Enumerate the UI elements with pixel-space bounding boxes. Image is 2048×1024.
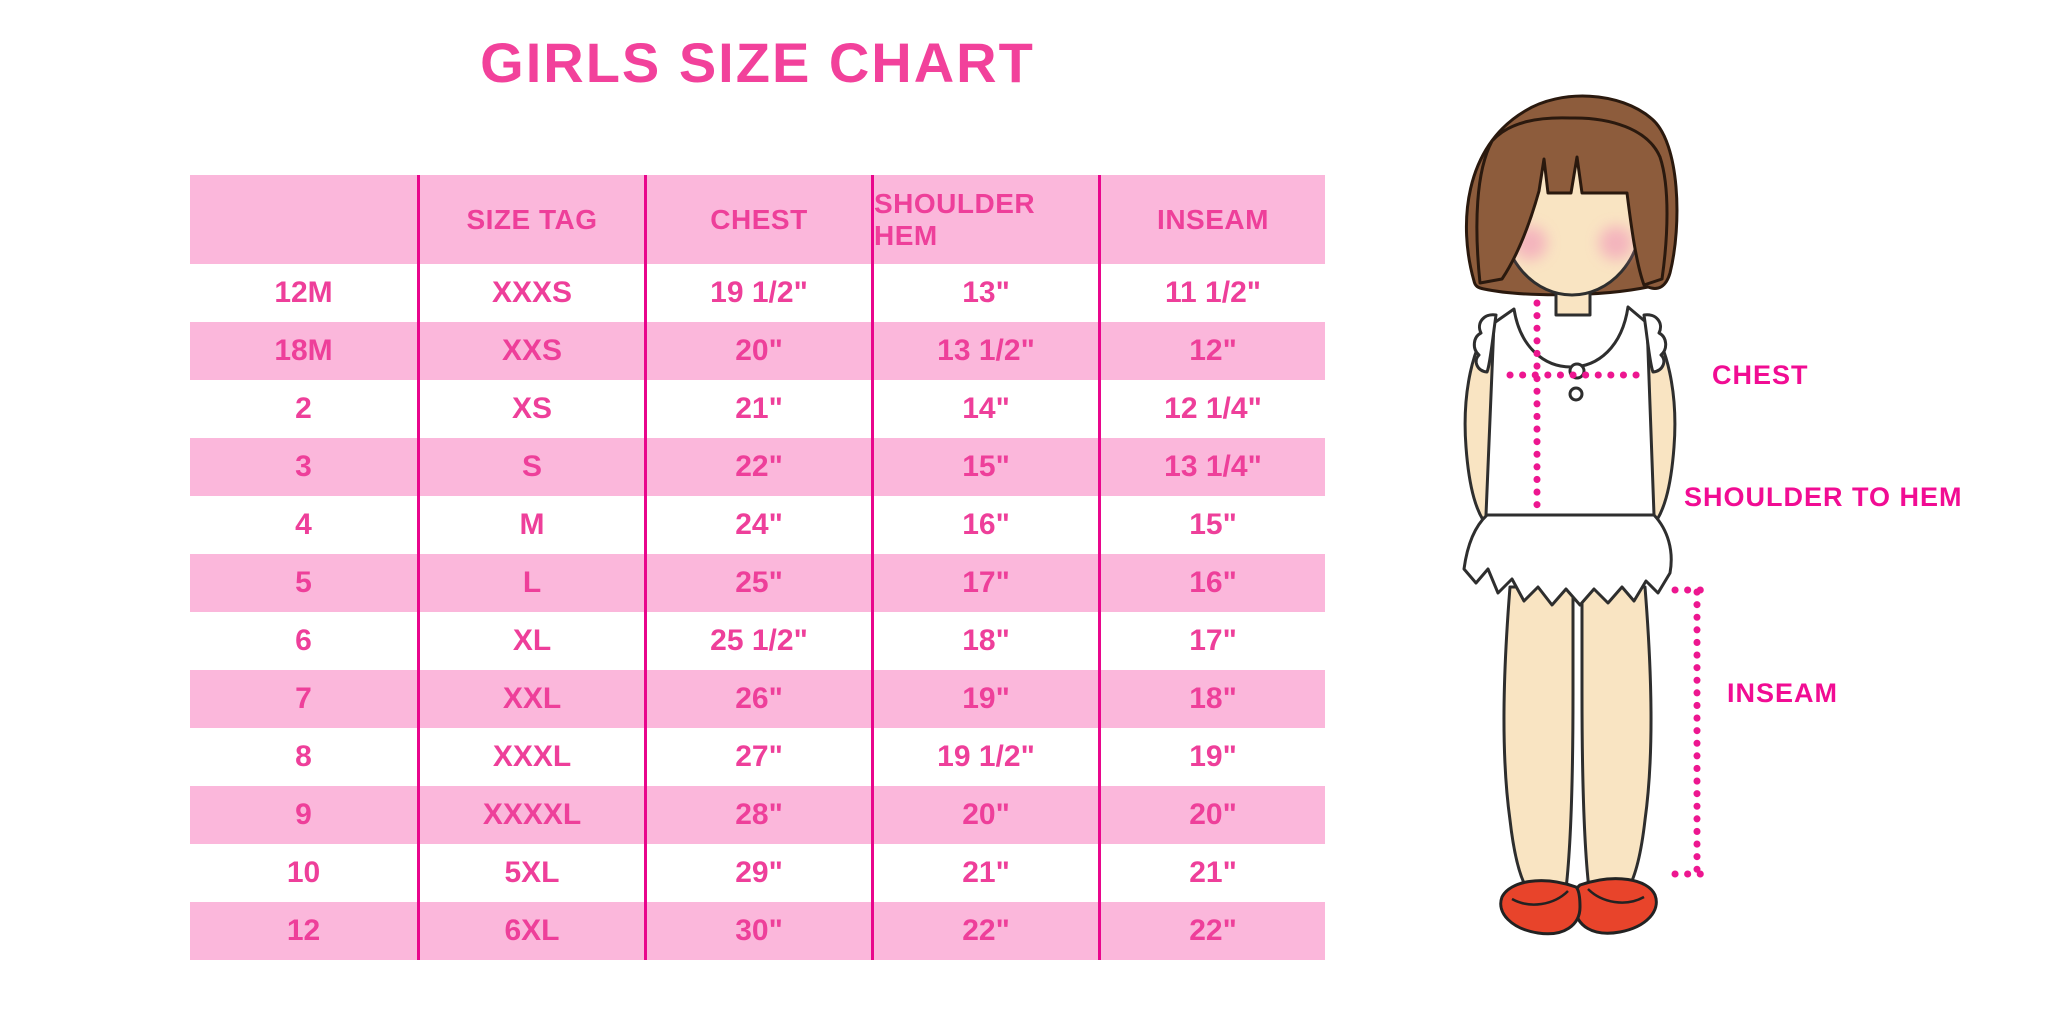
table-cell: 11 1/2" [1098, 264, 1325, 322]
table-cell: 6 [295, 624, 312, 657]
girl-top-button-2 [1568, 386, 1584, 402]
girl-right-leg [1580, 585, 1653, 891]
table-cell: 29" [644, 844, 871, 902]
table-cell: XS [417, 380, 644, 438]
table-row: 12M XXXS 19 1/2" 13" 11 1/2" [190, 264, 1325, 322]
table-cell: 16" [1098, 554, 1325, 612]
table-cell: XXXL [417, 728, 644, 786]
size-table: SIZE TAG CHEST SHOULDER HEM INSEAM 12M XX… [190, 175, 1325, 960]
table-cell: 19 1/2" [644, 264, 871, 322]
table-row: 4 M 24" 16" 15" [190, 496, 1325, 554]
table-cell: 7 [295, 682, 312, 715]
table-cell: 16" [871, 496, 1098, 554]
table-cell: XXXS [417, 264, 644, 322]
table-row: 18M XXS 20" 13 1/2" 12" [190, 322, 1325, 380]
table-row: 2 XS 21" 14" 12 1/4" [190, 380, 1325, 438]
table-cell: 10 [286, 856, 321, 889]
table-cell: 13 1/2" [871, 322, 1098, 380]
table-cell: 24" [644, 496, 871, 554]
table-row: 6 XL 25 1/2" 18" 17" [190, 612, 1325, 670]
table-cell: 13" [871, 264, 1098, 322]
girl-skirt [1462, 513, 1673, 607]
table-cell: XXS [417, 322, 644, 380]
table-cell: 13 1/4" [1098, 438, 1325, 496]
table-cell: 22" [1098, 902, 1325, 960]
table-cell: 5 [295, 566, 312, 599]
table-cell: 22" [871, 902, 1098, 960]
table-cell: S [417, 438, 644, 496]
girl-measurement-diagram [1462, 94, 1711, 936]
table-cell: 28" [644, 786, 871, 844]
table-row: 5 L 25" 17" 16" [190, 554, 1325, 612]
table-cell: XXXXL [417, 786, 644, 844]
page-title: GIRLS SIZE CHART [480, 31, 1035, 94]
table-cell: 8 [295, 740, 312, 773]
table-cell: 2 [295, 392, 312, 425]
girl-top [1484, 305, 1656, 517]
column-header-chest: CHEST [644, 175, 871, 264]
table-cell: 18" [871, 612, 1098, 670]
table-row: 10 5XL 29" 21" 21" [190, 844, 1325, 902]
table-cell: 19" [1098, 728, 1325, 786]
table-cell: 20" [871, 786, 1098, 844]
table-cell: 21" [644, 380, 871, 438]
table-cell: XL [417, 612, 644, 670]
table-cell: L [417, 554, 644, 612]
column-header-inseam: INSEAM [1098, 175, 1325, 264]
girl-left-shoe [1499, 879, 1582, 936]
column-header-size-tag: SIZE TAG [417, 175, 644, 264]
table-cell: 12" [1098, 322, 1325, 380]
table-cell: 12 1/4" [1098, 380, 1325, 438]
table-row: 8 XXXL 27" 19 1/2" 19" [190, 728, 1325, 786]
table-row: 9 XXXXL 28" 20" 20" [190, 786, 1325, 844]
table-row: 12 6XL 30" 22" 22" [190, 902, 1325, 960]
table-cell: 19" [871, 670, 1098, 728]
inseam-measurement-label: INSEAM [1727, 678, 1839, 708]
table-row: 3 S 22" 15" 13 1/4" [190, 438, 1325, 496]
shoulder-to-hem-measurement-label: SHOULDER TO HEM [1684, 482, 1963, 512]
table-cell: 30" [644, 902, 871, 960]
table-cell: 27" [644, 728, 871, 786]
table-cell: 18M [274, 334, 333, 367]
table-cell: 19 1/2" [871, 728, 1098, 786]
table-cell: 15" [871, 438, 1098, 496]
table-cell: 12 [286, 914, 321, 947]
chest-measurement-label: CHEST [1712, 360, 1809, 390]
table-cell: M [417, 496, 644, 554]
girl-hair-bangs [1475, 116, 1669, 287]
girl-right-shoe [1573, 877, 1658, 935]
table-cell: 25 1/2" [644, 612, 871, 670]
table-cell: 12M [274, 276, 333, 309]
table-cell: XXL [417, 670, 644, 728]
girl-left-shoulder-ruffle [1472, 313, 1498, 374]
table-cell: 25" [644, 554, 871, 612]
girl-right-cheek-blush [1599, 226, 1633, 260]
table-cell: 20" [644, 322, 871, 380]
girl-right-shoulder-ruffle [1642, 313, 1668, 374]
table-row: 7 XXL 26" 19" 18" [190, 670, 1325, 728]
table-cell: 6XL [417, 902, 644, 960]
girl-right-shoe-strap [1587, 888, 1645, 904]
table-cell: 26" [644, 670, 871, 728]
table-cell: 17" [871, 554, 1098, 612]
table-cell: 3 [295, 450, 312, 483]
girl-left-leg [1502, 585, 1575, 891]
table-cell: 21" [1098, 844, 1325, 902]
table-cell: 15" [1098, 496, 1325, 554]
table-header-row: SIZE TAG CHEST SHOULDER HEM INSEAM [190, 175, 1325, 264]
table-cell: 5XL [417, 844, 644, 902]
size-table-body: 12M XXXS 19 1/2" 13" 11 1/2" 18M XXS 20" 13 1/2"… [190, 264, 1325, 960]
column-header-size [190, 175, 417, 264]
table-cell: 14" [871, 380, 1098, 438]
girl-left-shoe-strap [1511, 890, 1569, 906]
table-cell: 18" [1098, 670, 1325, 728]
table-cell: 9 [295, 798, 312, 831]
table-cell: 4 [295, 508, 312, 541]
table-cell: 22" [644, 438, 871, 496]
table-cell: 21" [871, 844, 1098, 902]
table-cell: 17" [1098, 612, 1325, 670]
column-header-shoulder-hem: SHOULDER HEM [871, 175, 1098, 264]
table-cell: 20" [1098, 786, 1325, 844]
